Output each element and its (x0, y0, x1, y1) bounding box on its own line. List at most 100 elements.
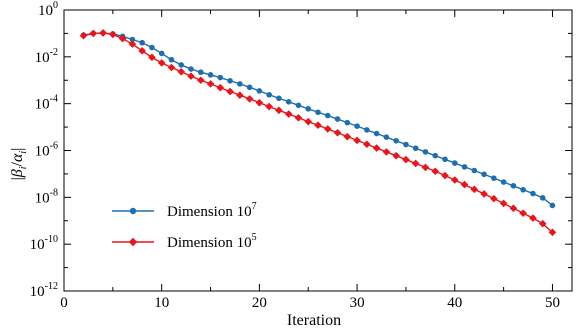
y-tick-label: 10-10 (30, 234, 58, 253)
data-point (549, 202, 556, 209)
data-point (197, 69, 204, 76)
x-tick-label: 50 (545, 295, 560, 311)
data-point (519, 209, 527, 218)
data-point (138, 47, 146, 55)
series-2 (79, 29, 557, 237)
data-point (305, 106, 312, 112)
series-line (83, 32, 553, 233)
data-point (99, 29, 107, 37)
data-point (295, 102, 302, 109)
data-point (334, 116, 341, 122)
data-point (187, 72, 195, 80)
data-point (314, 121, 322, 130)
data-point (207, 72, 214, 78)
data-point (510, 183, 517, 189)
series-layer (79, 29, 557, 237)
data-point (432, 152, 439, 159)
data-point (139, 39, 145, 46)
y-tick-label: 10-2 (35, 47, 58, 66)
x-tick-label: 0 (60, 295, 68, 311)
data-point (315, 109, 321, 116)
y-tick-label: 10-8 (35, 187, 58, 206)
data-point (402, 155, 410, 164)
data-point (167, 63, 176, 72)
data-point (149, 44, 155, 51)
data-point (539, 195, 546, 201)
data-point (529, 214, 537, 222)
data-point (393, 137, 399, 144)
legend-marker (129, 207, 137, 215)
data-point (530, 190, 536, 197)
data-point (206, 80, 215, 88)
data-point (148, 53, 156, 62)
data-point (412, 145, 419, 152)
data-point (403, 141, 409, 148)
data-point (520, 186, 526, 193)
data-point (109, 30, 117, 39)
data-point (177, 67, 186, 76)
legend-item: Dimension 105 (112, 232, 257, 251)
data-point (188, 66, 194, 72)
data-point (216, 83, 225, 92)
legend-label: Dimension 107 (167, 201, 257, 220)
data-point (471, 167, 478, 174)
data-point (363, 140, 371, 149)
legend: Dimension 107 Dimension 105 (112, 201, 257, 251)
data-point (470, 185, 479, 194)
data-point (168, 56, 175, 63)
data-point (255, 98, 264, 107)
y-axis-title: |βi/αi| (9, 148, 29, 181)
series-1 (80, 30, 556, 209)
data-point (89, 29, 98, 38)
data-point (538, 219, 547, 228)
x-tick-label: 20 (252, 295, 267, 311)
svg-text:|βi/αi|: |βi/αi| (9, 148, 29, 181)
data-point (245, 95, 254, 103)
legend-label: Dimension 105 (167, 232, 257, 251)
data-point (460, 180, 469, 189)
data-point (411, 159, 420, 168)
data-point (480, 190, 488, 198)
data-point (431, 167, 440, 176)
y-tick-label: 10-12 (30, 281, 58, 300)
data-point (500, 179, 507, 185)
data-point (323, 125, 332, 133)
data-point (217, 74, 224, 81)
data-point (236, 91, 244, 99)
data-point (333, 128, 342, 137)
data-point (178, 62, 185, 68)
data-point (509, 204, 518, 213)
data-point (294, 113, 303, 122)
y-tick-label: 100 (38, 0, 58, 19)
data-point (422, 149, 429, 155)
x-tick-label: 40 (447, 295, 462, 311)
data-point (196, 76, 205, 85)
data-point (246, 84, 253, 91)
data-point (128, 40, 137, 48)
data-point (382, 148, 391, 156)
data-point (324, 112, 331, 119)
data-point (372, 144, 381, 152)
data-point (275, 106, 283, 115)
data-point (285, 99, 292, 105)
data-point (256, 88, 263, 94)
data-point (481, 171, 487, 178)
data-point (441, 171, 449, 180)
x-tick-label: 10 (154, 295, 169, 311)
data-point (227, 77, 233, 84)
data-point (226, 87, 234, 96)
data-point (265, 102, 273, 111)
data-point (284, 110, 293, 118)
data-point (118, 34, 127, 43)
data-point (499, 199, 508, 208)
data-point (276, 95, 282, 102)
data-point (266, 91, 272, 98)
data-point (354, 123, 360, 129)
data-point (490, 194, 498, 203)
data-point (450, 176, 459, 184)
data-point (421, 163, 430, 172)
data-point (392, 151, 400, 160)
y-tick-label: 10-4 (35, 94, 58, 113)
data-point (129, 36, 136, 43)
data-point (344, 119, 351, 126)
